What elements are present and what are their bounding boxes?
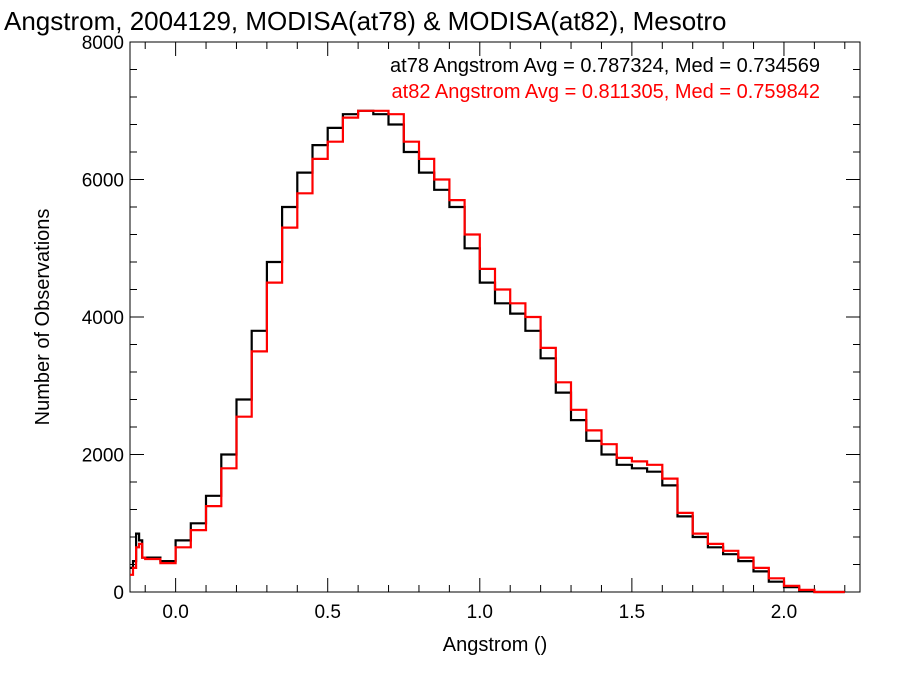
x-tick-label: 0.5 — [314, 602, 340, 623]
x-tick-label: 0.0 — [162, 602, 188, 623]
annotation-at78: at78 Angstrom Avg = 0.787324, Med = 0.73… — [390, 55, 820, 77]
y-tick-label: 4000 — [82, 308, 124, 329]
plot-area: 0.0 0.5 1.0 1.5 2.0 0 2000 4000 6000 8000 — [82, 33, 861, 623]
x-tick-label: 2.0 — [771, 602, 797, 623]
annotation-at82: at82 Angstrom Avg = 0.811305, Med = 0.75… — [392, 81, 820, 103]
y-tick-label: 2000 — [82, 446, 124, 467]
y-tick-label: 0 — [113, 583, 124, 604]
series-line-at78 — [130, 109, 845, 594]
x-tick-label: 1.5 — [619, 602, 645, 623]
series-group — [130, 109, 845, 594]
x-axis-label: Angstrom () — [443, 634, 547, 656]
y-axis-label: Number of Observations — [32, 209, 54, 426]
plot-frame — [129, 41, 861, 593]
axis-ticks: 0.0 0.5 1.0 1.5 2.0 0 2000 4000 6000 8000 — [82, 33, 860, 623]
series-line-at82 — [130, 109, 845, 594]
y-tick-label: 8000 — [82, 33, 124, 54]
y-tick-label: 6000 — [82, 171, 124, 192]
x-tick-label: 1.0 — [467, 602, 493, 623]
chart-title: Angstrom, 2004129, MODISA(at78) & MODISA… — [4, 6, 727, 36]
